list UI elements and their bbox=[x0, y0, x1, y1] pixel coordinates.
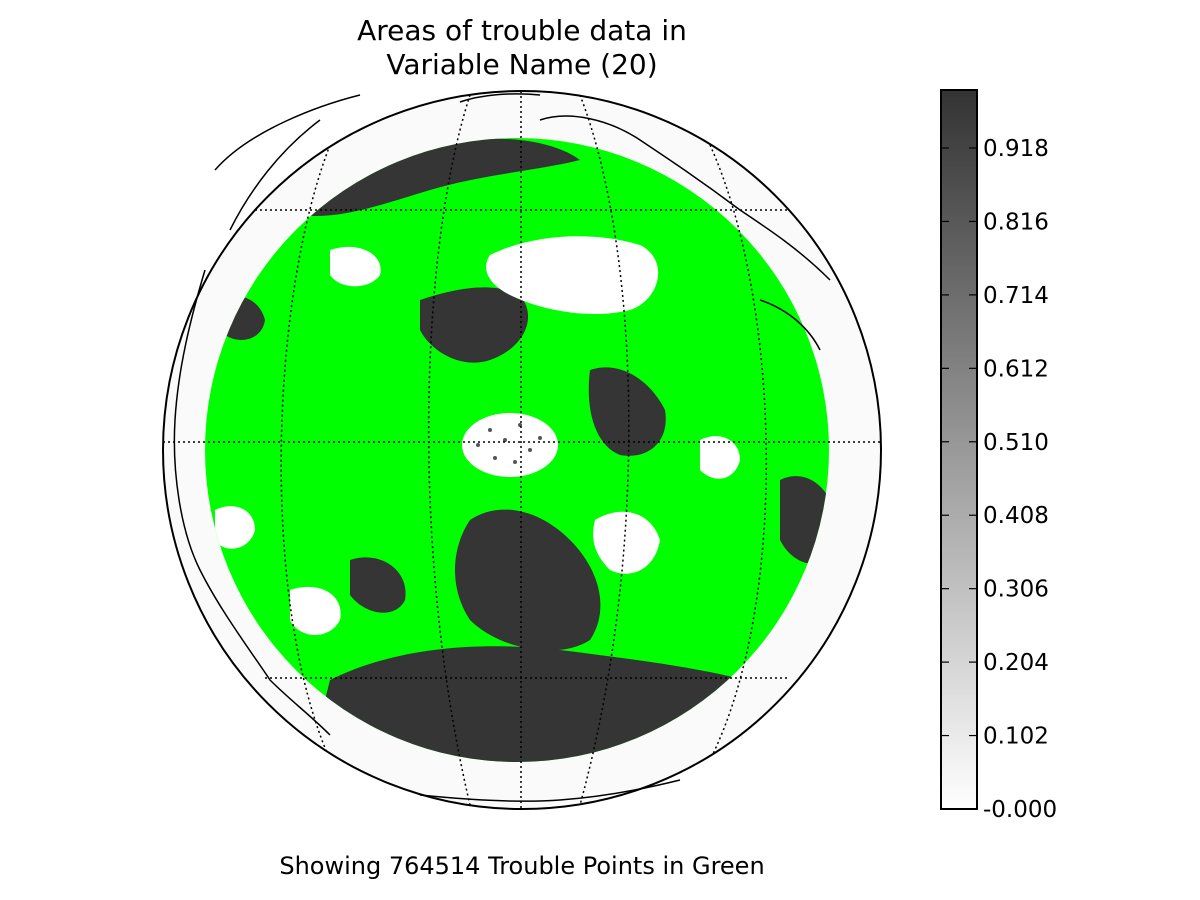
white-region-southwest bbox=[290, 586, 341, 635]
chart-title: Areas of trouble data in Variable Name (… bbox=[322, 14, 722, 82]
colorbar-gradient bbox=[940, 89, 978, 810]
chart-title-line-2: Variable Name (20) bbox=[386, 48, 658, 81]
speckle bbox=[488, 428, 492, 432]
dark-region-southwest bbox=[350, 557, 406, 613]
dark-region-africa-west bbox=[588, 367, 666, 456]
speckle bbox=[513, 460, 517, 464]
dark-region-south-atlantic bbox=[455, 509, 601, 651]
colorbar-tick-label: 0.408 bbox=[983, 503, 1049, 529]
coastline-north-america bbox=[173, 94, 361, 736]
colorbar-tick-label: 0.102 bbox=[983, 724, 1049, 750]
speckle bbox=[503, 438, 507, 442]
white-region-northwest bbox=[330, 246, 381, 287]
speckle bbox=[493, 456, 497, 460]
meridian-line-far-west bbox=[280, 144, 331, 761]
white-region-south-africa bbox=[593, 511, 660, 574]
low-value-regions bbox=[215, 236, 740, 635]
center-speckles bbox=[476, 423, 542, 464]
speckle bbox=[538, 436, 542, 440]
colorbar-tick-label: -0.000 bbox=[983, 797, 1057, 823]
white-region-center-east bbox=[700, 436, 740, 479]
globe-outline bbox=[162, 90, 882, 810]
white-region-west bbox=[215, 506, 255, 549]
coastline-western-europe bbox=[459, 93, 831, 351]
colorbar-tick-label: 0.510 bbox=[983, 430, 1049, 456]
white-region-center bbox=[462, 413, 558, 477]
white-region-sahara bbox=[486, 236, 659, 315]
colorbar-ticks: 0.918 0.816 0.714 0.612 0.510 0.408 0.306 0.204… bbox=[941, 136, 1057, 823]
dark-region-central-atlantic bbox=[420, 287, 529, 363]
meridian-line-west bbox=[427, 94, 471, 806]
caption: Showing 764514 Trouble Points in Green bbox=[279, 852, 765, 880]
colorbar-tick-label: 0.306 bbox=[983, 577, 1049, 603]
speckle bbox=[476, 443, 480, 447]
speckle bbox=[528, 448, 532, 452]
colorbar-tick-label: 0.612 bbox=[983, 356, 1049, 382]
dark-region-north bbox=[300, 138, 580, 216]
colorbar-tick-label: 0.816 bbox=[983, 209, 1049, 235]
meridian-line-east bbox=[579, 94, 630, 806]
graticule bbox=[163, 91, 881, 809]
colorbar-tick-label: 0.714 bbox=[983, 283, 1049, 309]
data-disk bbox=[205, 138, 829, 762]
colorbar-tick-label: 0.918 bbox=[983, 136, 1049, 162]
colorbar-tick-label: 0.204 bbox=[983, 650, 1049, 676]
chart-title-line-1: Areas of trouble data in bbox=[357, 14, 687, 47]
